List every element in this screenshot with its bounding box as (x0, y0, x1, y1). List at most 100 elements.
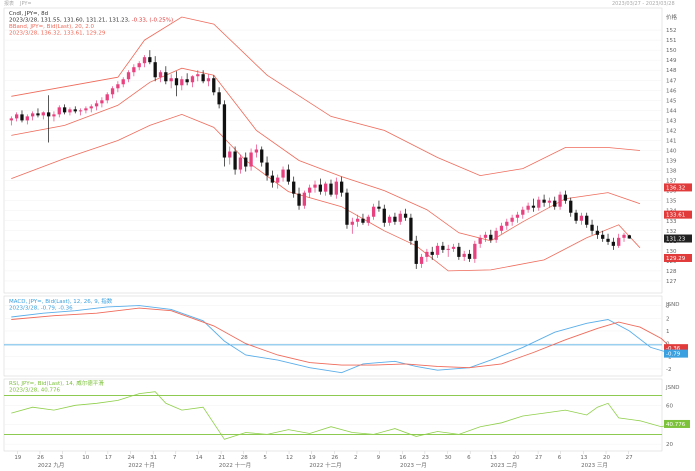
candle (206, 74, 211, 87)
candle-body (20, 114, 24, 121)
y-tick-label: 127 (666, 279, 677, 285)
y-tick-label: 136 (666, 189, 677, 195)
x-tick-label: 27 (535, 455, 542, 461)
x-axis: 19 26 3 10 17 24 31 7 14 21 28 5 12 19 26 2 9 16 23 30 6 13 20… (14, 451, 633, 469)
price-tag: -0.36 (664, 344, 688, 353)
y-tick-label: 152 (666, 28, 677, 34)
candle (196, 70, 200, 82)
y-tick-label: 1 (666, 329, 670, 335)
candle (526, 202, 530, 213)
candle (617, 233, 621, 248)
y-tick-label: 148 (666, 68, 677, 74)
candle (233, 146, 237, 175)
candle-body (137, 63, 141, 68)
candle (94, 100, 99, 111)
bband-middle-line (11, 67, 641, 242)
y-tick-label: -2 (666, 367, 671, 373)
candle-body (222, 104, 227, 158)
x-tick-label: 16 (399, 455, 406, 461)
candle (393, 212, 397, 225)
candle-body (590, 224, 594, 231)
legend-line: MACD, JPY=, Bid(Last), 12, 26, 9, 指数 (9, 297, 113, 305)
candle (244, 152, 248, 172)
candle-body (387, 216, 392, 223)
main-panel: 152 151 150 149 148 147 146 145 144 143 142 141 140 1… (3, 7, 692, 294)
candle (228, 146, 232, 165)
candle (121, 77, 125, 88)
candle (371, 203, 376, 220)
candle-body (569, 200, 573, 213)
macd-macd-line (11, 305, 673, 374)
candle-body (169, 78, 173, 82)
candle-body (494, 230, 498, 240)
price-tag-box (664, 253, 692, 262)
candle-body (622, 234, 626, 238)
candle (190, 75, 195, 88)
y-tick-label: 139 (666, 159, 677, 165)
candle-body (339, 181, 344, 193)
candle-body (553, 200, 557, 207)
candle (270, 170, 275, 188)
candle-body (126, 72, 131, 80)
candle (361, 213, 365, 225)
candle (276, 174, 280, 189)
candle-body (260, 149, 264, 163)
candle-body (142, 57, 147, 64)
candle (84, 106, 88, 114)
candle-body (254, 149, 259, 153)
candle-body (100, 100, 104, 104)
candles-group (9, 50, 631, 269)
y-tick-label: 146 (666, 88, 677, 94)
candle (46, 95, 51, 143)
price-tag-box (664, 234, 692, 243)
candle-body (249, 152, 253, 167)
candle (366, 214, 370, 226)
y-tick-label: 135 (666, 199, 677, 205)
candle-body (393, 216, 397, 222)
candle-body (478, 237, 482, 244)
x-month-label: 2022 十月 (128, 461, 155, 469)
candle (180, 76, 184, 91)
candle-body (78, 110, 83, 112)
y-unit-label: JSND (665, 302, 679, 308)
candle-body (345, 192, 349, 225)
candle (398, 210, 402, 225)
candle (20, 110, 24, 123)
candle (574, 209, 578, 224)
candle (590, 219, 594, 235)
x-tick-label: 13 (580, 455, 587, 461)
candle-body (292, 181, 296, 194)
candle-body (425, 251, 429, 257)
y-tick-label: 133 (666, 219, 677, 225)
y-tick-label: 140 (666, 149, 677, 155)
header-left-symbol: JPY= (19, 1, 32, 7)
candle (217, 87, 221, 109)
x-month-label: 2022 九月 (38, 461, 65, 469)
candle (78, 108, 83, 116)
candle-body (574, 212, 578, 221)
legend-line: BBand, JPY=, Bid(Last), 20, 2.0 (9, 24, 94, 30)
candle-body (499, 225, 504, 231)
candle-body (329, 183, 333, 195)
candle (292, 176, 296, 198)
x-tick-label: 7 (173, 455, 177, 461)
candle-body (185, 79, 189, 83)
candle-body (515, 214, 520, 218)
candle-body (451, 246, 456, 249)
candle-body (110, 88, 115, 95)
candle-body (579, 215, 584, 221)
candle-body (430, 251, 434, 255)
candle (105, 92, 109, 104)
x-month-label: 2023 三月 (581, 462, 608, 469)
candle-body (281, 169, 285, 178)
candle-body (270, 175, 275, 183)
x-tick-label: 30 (445, 455, 452, 461)
candle-body (409, 217, 413, 241)
candle-body (361, 218, 365, 223)
candle-body (547, 200, 552, 203)
candle-body (9, 118, 13, 121)
candle (515, 211, 520, 223)
candle (473, 240, 477, 263)
candle-body (595, 230, 600, 235)
